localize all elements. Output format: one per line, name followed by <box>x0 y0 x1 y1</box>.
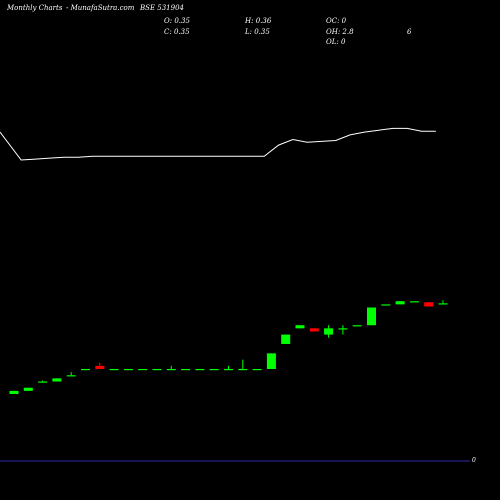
candle-body <box>123 368 133 371</box>
candle <box>352 325 362 327</box>
candle-body <box>224 368 233 371</box>
candle <box>66 372 76 377</box>
candle-body <box>395 301 405 305</box>
candle <box>152 368 162 371</box>
candle <box>166 365 176 371</box>
extra-value: 6 <box>407 28 412 36</box>
candle-body <box>367 307 376 326</box>
ol-value: OL: 0 <box>326 38 346 46</box>
candle <box>123 368 133 371</box>
candle <box>324 325 334 338</box>
candle-body <box>438 303 448 305</box>
candle <box>224 365 233 371</box>
candle <box>138 368 148 371</box>
candle <box>266 353 276 369</box>
candle <box>38 380 48 383</box>
candle-body <box>266 353 276 369</box>
candle-body <box>9 390 19 394</box>
candle <box>338 325 348 335</box>
candle-body <box>81 368 90 371</box>
candle <box>295 325 305 329</box>
candle <box>309 328 319 332</box>
candle <box>381 304 391 306</box>
candle-body <box>138 368 148 371</box>
candle <box>195 368 205 371</box>
open-value: O: 0.35 <box>164 17 190 25</box>
candle-body <box>281 334 291 344</box>
candle-body <box>38 381 48 383</box>
candle-body <box>424 302 434 307</box>
symbol-label: BSE 531904 <box>140 4 184 12</box>
oc-value: OC: 0 <box>326 17 347 25</box>
candle <box>209 368 219 371</box>
candle-body <box>95 365 105 369</box>
low-value: L: 0.35 <box>245 28 270 36</box>
candle <box>81 368 90 371</box>
candle-body <box>238 368 248 371</box>
candle <box>409 301 419 303</box>
candle-body <box>209 368 219 371</box>
candle <box>395 301 405 305</box>
candle-body <box>324 328 334 335</box>
candle <box>52 378 62 382</box>
candle <box>109 368 119 371</box>
axis-right-label: 0 <box>472 457 476 464</box>
source-label: - MunafaSutra.com <box>66 4 135 12</box>
candle <box>95 362 105 369</box>
candle-body <box>152 368 162 371</box>
candle-body <box>195 368 205 371</box>
candle-body <box>409 301 419 303</box>
candle-body <box>66 375 76 377</box>
candle-body <box>381 304 391 306</box>
candle-body <box>252 368 262 371</box>
candle-body <box>52 378 62 382</box>
candle-body <box>109 368 119 371</box>
candle-body <box>338 328 348 330</box>
high-value: H: 0.36 <box>245 17 272 25</box>
candle-body <box>166 368 176 371</box>
candle <box>181 368 191 371</box>
candle <box>281 334 291 344</box>
candle <box>438 300 448 305</box>
oh-value: OH: 2.8 <box>326 28 354 36</box>
candle <box>424 302 434 307</box>
candle-body <box>181 368 191 371</box>
candle-body <box>295 325 305 329</box>
candle-body <box>309 328 319 332</box>
candle <box>9 390 19 394</box>
close-value: C: 0.35 <box>164 28 190 36</box>
candle-body <box>23 387 33 391</box>
candle-body <box>352 325 362 327</box>
candle <box>367 307 376 326</box>
candle <box>238 359 248 371</box>
chart-title: Monthly Charts <box>7 4 63 12</box>
price-line <box>0 127 436 161</box>
candle <box>23 387 33 391</box>
candle <box>252 368 262 371</box>
